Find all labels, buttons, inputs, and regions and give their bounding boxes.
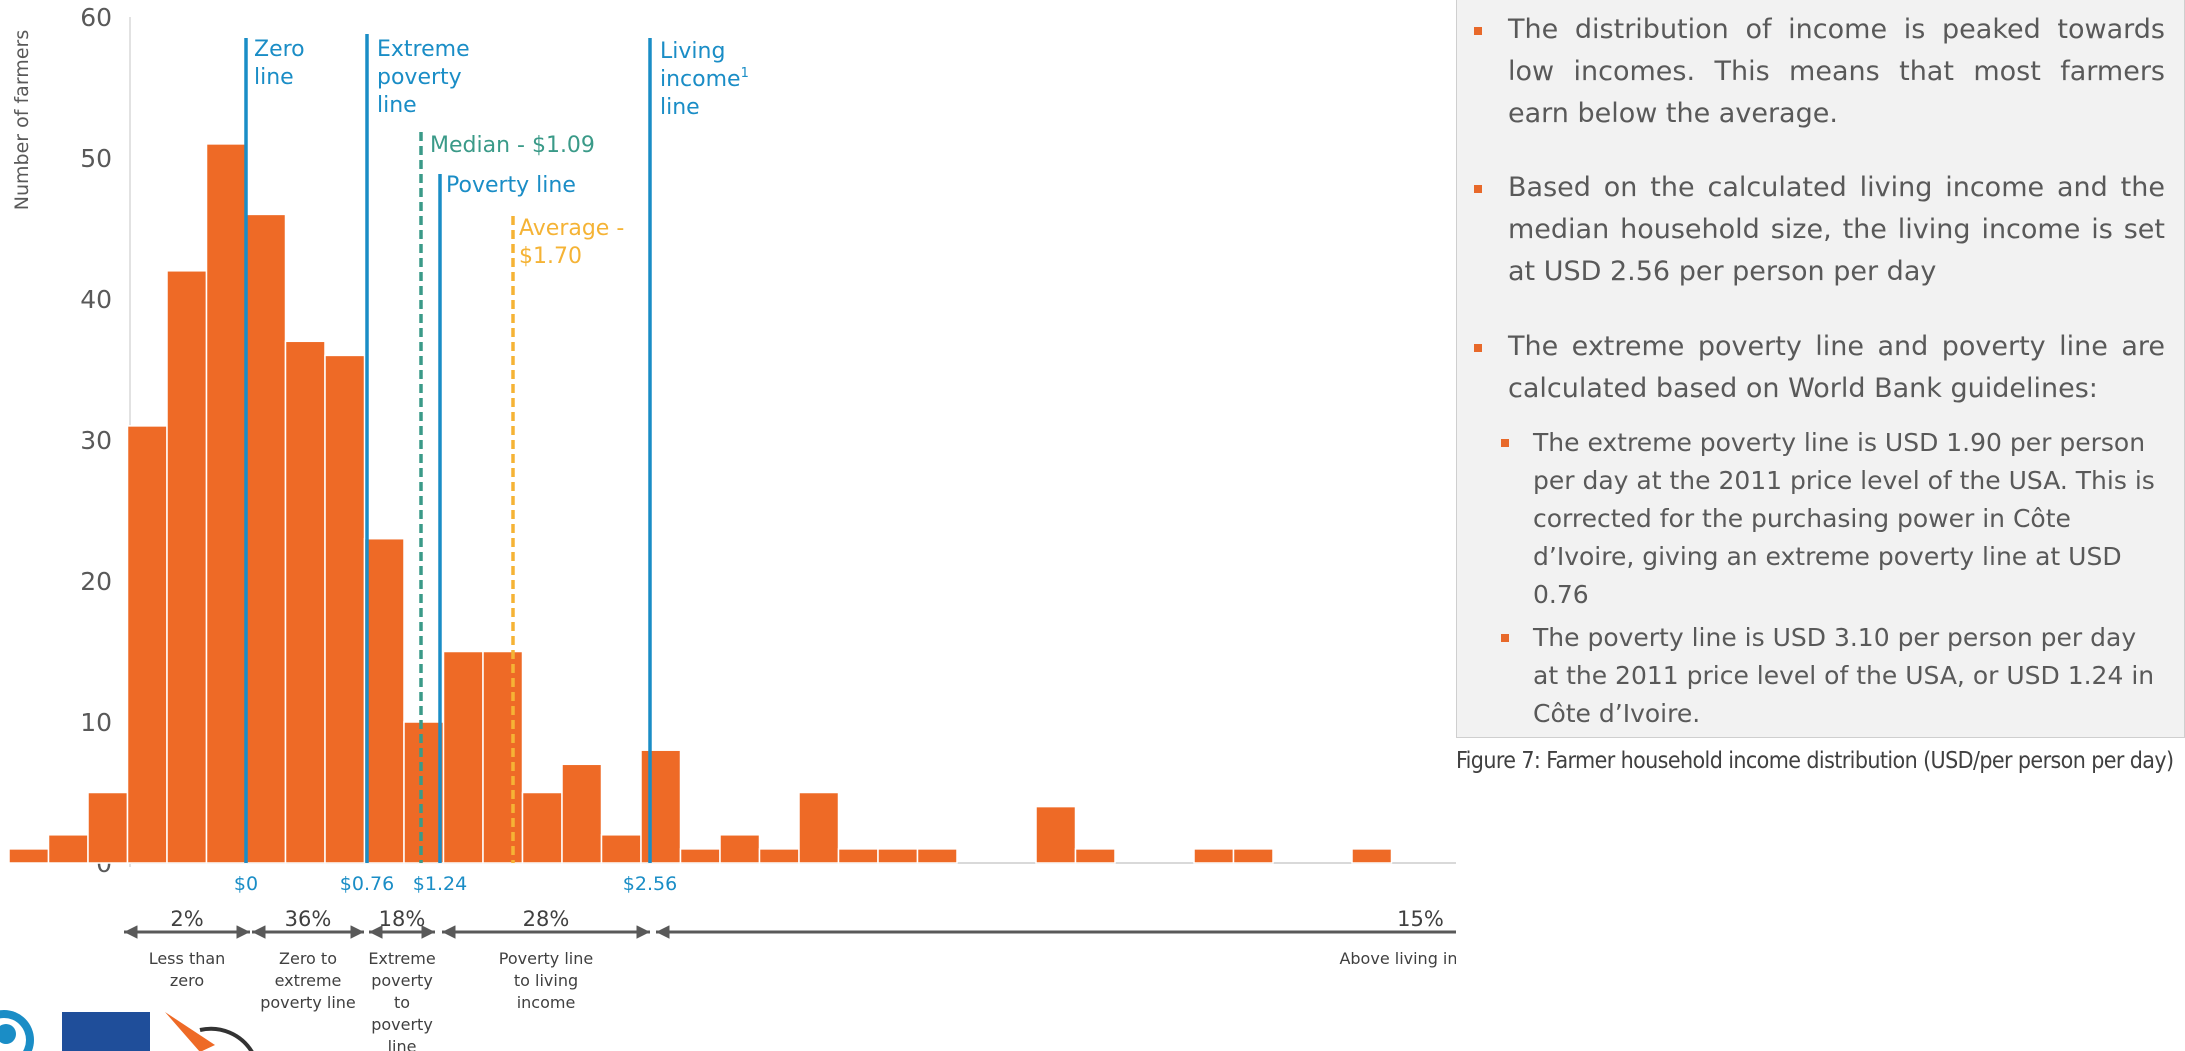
reference-line-label: line (254, 65, 294, 90)
range-label: poverty line (260, 993, 356, 1012)
y-tick-label: 40 (80, 285, 112, 314)
histogram-bar (1035, 805, 1077, 864)
histogram-bar (1193, 848, 1235, 864)
notes-panel: The distribution of income is peaked tow… (1456, 0, 2185, 738)
histogram-bar (324, 354, 366, 864)
histogram-bar (403, 721, 445, 864)
range-label: to (394, 993, 410, 1012)
histogram-bar (561, 763, 603, 864)
note-bullet: The distribution of income is peaked tow… (1474, 9, 2165, 135)
logos (0, 1010, 254, 1051)
figure-caption: Figure 7: Farmer household income distri… (1456, 748, 2174, 774)
histogram-bar (284, 340, 326, 864)
histogram-bar (1232, 848, 1274, 864)
histogram-bar (679, 848, 721, 864)
range-percent: 2% (170, 907, 203, 931)
histogram-bar (1074, 848, 1116, 864)
reference-line-label: Poverty line (446, 173, 576, 198)
range-label: line (388, 1037, 417, 1051)
histogram-bar (877, 848, 919, 864)
range-label: Poverty line (499, 949, 593, 968)
reference-line-label: income1 (660, 66, 749, 92)
histogram-bar (758, 848, 800, 864)
histogram-bar (47, 834, 89, 864)
y-tick-label: 60 (80, 3, 112, 32)
histogram-bar (521, 791, 563, 864)
reference-line-label: line (377, 93, 417, 118)
histogram-bar (166, 270, 208, 864)
range-label: Less than (149, 949, 226, 968)
reference-line-label: Living (660, 39, 725, 64)
histogram-bar (600, 834, 642, 864)
histogram-bar (245, 213, 287, 864)
range-percent: 15% (1397, 907, 1444, 931)
histogram-bar (798, 791, 840, 864)
range-label: extreme (275, 971, 342, 990)
reference-line-x-label: $0.76 (340, 873, 394, 895)
range-percent: 36% (285, 907, 332, 931)
reference-line-x-label: $1.24 (413, 873, 467, 895)
range-label: zero (170, 971, 204, 990)
reference-lines: Zero line $0 Extreme poverty line $0.76 Poverty… (234, 34, 749, 895)
histogram-bar (916, 848, 958, 864)
arrow-logo-icon (165, 1012, 254, 1051)
y-tick-label: 30 (80, 426, 112, 455)
income-ranges: 2% Less than zero 36% Zero to extreme poverty … (124, 907, 1456, 1051)
bars (8, 143, 1393, 864)
reference-line-label: line (660, 95, 700, 120)
range-percent: 18% (379, 907, 426, 931)
reference-line-label: Zero (254, 37, 305, 62)
square-logo-icon (62, 1012, 150, 1051)
note-sub-bullet: The extreme poverty line is USD 1.90 per… (1501, 424, 2163, 614)
histogram-bar (482, 650, 524, 864)
income-distribution-chart: 0102030405060 Zeroline$0Extremepovertyli… (0, 3, 1456, 1051)
note-bullet: Based on the calculated living income an… (1474, 167, 2165, 293)
reference-line-label: Median - $1.09 (430, 133, 595, 158)
histogram-bar (1351, 848, 1393, 864)
y-axis-label: Number of farmers (11, 30, 33, 210)
y-tick-label: 50 (80, 144, 112, 173)
range-label: poverty (371, 1015, 433, 1034)
note-sub-bullet: The poverty line is USD 3.10 per person … (1501, 619, 2163, 733)
range-label: Extreme (368, 949, 435, 968)
histogram-bar (87, 791, 129, 864)
histogram-bar (8, 848, 50, 864)
y-tick-label: 20 (80, 567, 112, 596)
histogram-bar (363, 537, 405, 864)
circle-logo-icon (0, 1010, 34, 1051)
reference-line-x-label: $0 (234, 873, 258, 895)
range-label: to living (514, 971, 578, 990)
range-label: Above living income (1339, 949, 1456, 968)
histogram-bar (837, 848, 879, 864)
histogram-bar (126, 425, 168, 864)
histogram-bar (442, 650, 484, 864)
y-tick-label: 10 (80, 708, 112, 737)
note-bullet: The extreme poverty line and poverty lin… (1474, 326, 2165, 410)
reference-line-x-label: $2.56 (623, 873, 677, 895)
histogram-bar (640, 749, 682, 864)
range-label: Zero to (279, 949, 337, 968)
range-label: poverty (371, 971, 433, 990)
range-label: income (517, 993, 576, 1012)
histogram-bar (205, 143, 247, 864)
reference-line-label: $1.70 (519, 244, 582, 269)
range-percent: 28% (523, 907, 570, 931)
reference-line-label: Extreme (377, 37, 470, 62)
reference-line-label: Average - (519, 216, 624, 241)
reference-line-label: poverty (377, 65, 462, 90)
histogram-bar (719, 834, 761, 864)
